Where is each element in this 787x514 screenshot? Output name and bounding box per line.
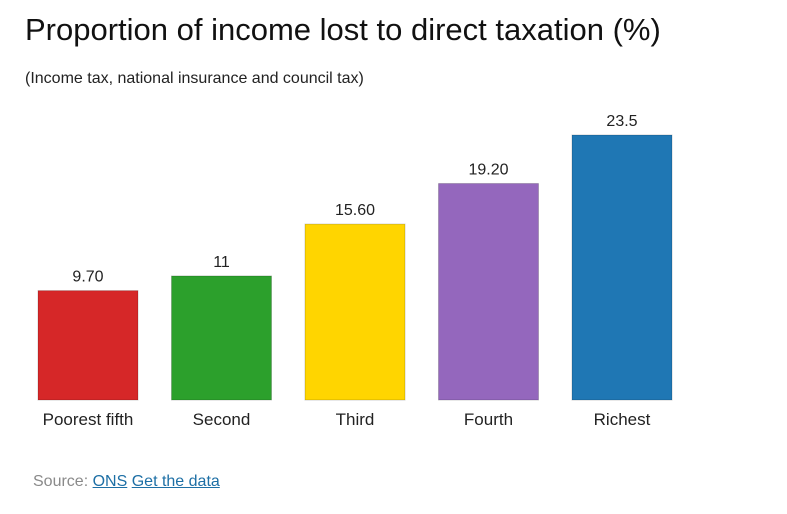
value-label: 9.70	[72, 269, 103, 286]
bar-third	[304, 223, 406, 401]
value-label: 11	[213, 254, 230, 271]
bar-second	[171, 275, 272, 401]
category-label: Fourth	[464, 410, 513, 429]
bar-chart: 9.70 Poorest fifth 11 Second 15.60 Third 19.20…	[37, 113, 673, 429]
category-label: Richest	[594, 410, 651, 429]
category-label: Second	[193, 410, 251, 429]
source-line: Source: ONS Get the data	[33, 473, 220, 491]
chart-subtitle: (Income tax, national insurance and coun…	[25, 70, 364, 87]
bar-richest	[571, 134, 673, 401]
source-label: Source:	[33, 473, 89, 490]
value-label: 23.5	[606, 113, 637, 130]
category-label: Poorest fifth	[43, 410, 134, 429]
chart-title: Proportion of income lost to direct taxa…	[25, 12, 661, 47]
value-label: 19.20	[468, 161, 508, 178]
category-label: Third	[336, 410, 375, 429]
source-link-ons[interactable]: ONS	[92, 473, 128, 490]
get-the-data-link[interactable]: Get the data	[131, 473, 220, 490]
value-label: 15.60	[335, 202, 375, 219]
bar-poorest-fifth	[37, 290, 139, 401]
bar-fourth	[438, 182, 539, 401]
